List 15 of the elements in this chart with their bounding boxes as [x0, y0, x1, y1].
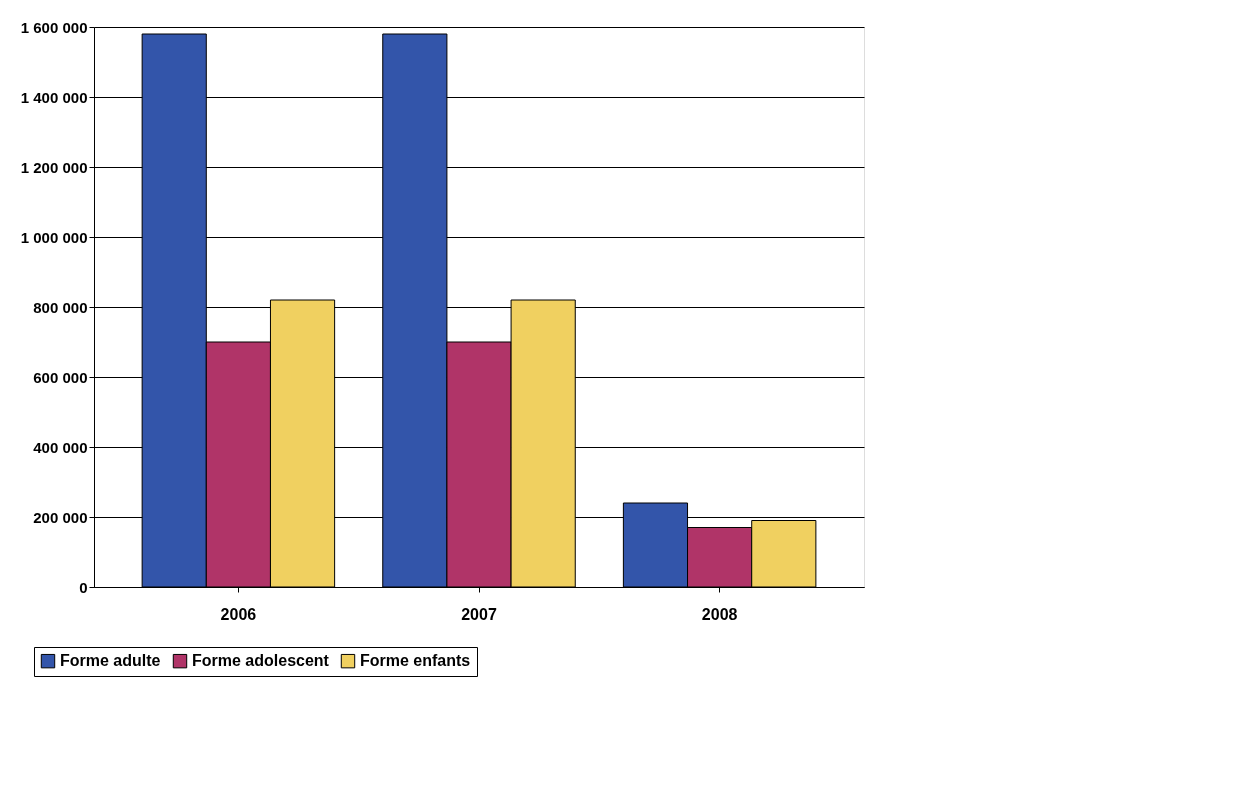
x-tick-label: 2008 [701, 605, 738, 623]
legend-label: Forme adolescent [192, 652, 330, 670]
y-tick-label: 600 000 [33, 368, 88, 386]
y-tick-label: 1 200 000 [20, 158, 88, 176]
legend-label: Forme adulte [60, 652, 161, 670]
y-tick-label: 1 600 000 [20, 18, 88, 36]
x-tick-label: 2007 [461, 605, 497, 623]
legend-label: Forme enfants [360, 652, 471, 670]
x-tick-label: 2006 [220, 605, 257, 623]
y-tick-label: 800 000 [33, 298, 88, 316]
y-tick-label: 1 000 000 [20, 228, 88, 246]
y-tick-label: 200 000 [33, 508, 88, 526]
y-tick-label: 400 000 [33, 438, 88, 456]
y-tick-label: 0 [79, 578, 88, 596]
y-tick-label: 1 400 000 [20, 88, 88, 106]
